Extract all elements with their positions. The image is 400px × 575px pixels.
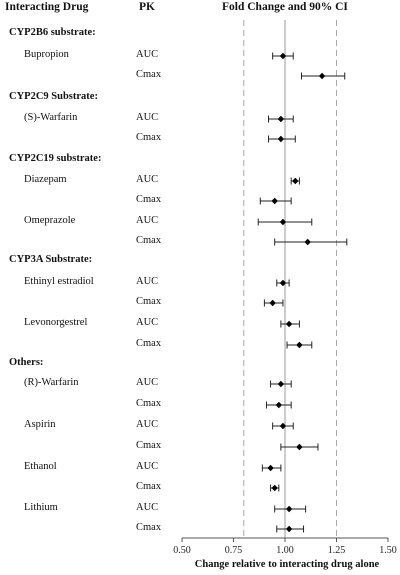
point-estimate bbox=[267, 464, 274, 472]
drug-label: Diazepam bbox=[24, 174, 67, 185]
x-axis-label: Change relative to interacting drug alon… bbox=[194, 559, 380, 570]
x-tick-label: 1.50 bbox=[379, 545, 397, 556]
group-label: CYP2C19 substrate: bbox=[9, 153, 102, 164]
pk-label: Cmax bbox=[136, 338, 162, 349]
point-estimate bbox=[285, 505, 293, 513]
point-estimate bbox=[271, 197, 278, 205]
pk-label: Cmax bbox=[136, 69, 162, 80]
pk-label: Cmax bbox=[136, 132, 162, 143]
pk-label: Cmax bbox=[136, 235, 162, 246]
point-estimate bbox=[271, 484, 278, 492]
drug-label: (R)-Warfarin bbox=[24, 377, 79, 388]
drug-label: Bupropion bbox=[24, 49, 69, 60]
point-estimate bbox=[279, 422, 287, 430]
point-estimate bbox=[279, 52, 287, 60]
pk-label: Cmax bbox=[136, 194, 162, 205]
x-tick-label: 0.50 bbox=[173, 545, 191, 556]
point-estimate bbox=[285, 320, 293, 328]
point-estimate bbox=[296, 341, 303, 349]
drug-label: Aspirin bbox=[24, 419, 56, 430]
x-tick-label: 1.00 bbox=[276, 545, 294, 556]
drug-label: Levonorgestrel bbox=[24, 317, 88, 328]
point-estimate bbox=[285, 525, 293, 533]
x-tick-label: 0.75 bbox=[225, 545, 243, 556]
point-estimate bbox=[292, 177, 299, 185]
point-estimate bbox=[304, 238, 311, 246]
pk-label: AUC bbox=[136, 502, 159, 513]
drug-label: Lithium bbox=[24, 502, 58, 513]
header-pk: PK bbox=[139, 1, 155, 13]
x-tick-label: 1.25 bbox=[328, 545, 346, 556]
pk-label: AUC bbox=[136, 419, 159, 430]
pk-label: Cmax bbox=[136, 296, 162, 307]
pk-label: Cmax bbox=[136, 481, 162, 492]
pk-label: Cmax bbox=[136, 440, 162, 451]
pk-label: AUC bbox=[136, 377, 159, 388]
drug-label: (S)-Warfarin bbox=[24, 112, 78, 123]
group-label: Others: bbox=[9, 357, 44, 368]
point-estimate bbox=[277, 115, 285, 123]
pk-label: AUC bbox=[136, 317, 159, 328]
point-estimate bbox=[275, 401, 283, 409]
pk-label: AUC bbox=[136, 112, 159, 123]
group-label: CYP2C9 Substrate: bbox=[9, 91, 98, 102]
point-estimate bbox=[277, 380, 285, 388]
point-estimate bbox=[318, 72, 326, 80]
point-estimate bbox=[279, 279, 287, 287]
drug-label: Omeprazole bbox=[24, 215, 76, 226]
drug-label: Ethinyl estradiol bbox=[24, 276, 94, 287]
pk-label: AUC bbox=[136, 461, 159, 472]
pk-label: AUC bbox=[136, 174, 159, 185]
drug-label: Ethanol bbox=[24, 461, 57, 472]
pk-label: Cmax bbox=[136, 398, 162, 409]
point-estimate bbox=[269, 299, 276, 307]
pk-label: AUC bbox=[136, 276, 159, 287]
pk-label: AUC bbox=[136, 49, 159, 60]
pk-label: Cmax bbox=[136, 522, 162, 533]
pk-label: AUC bbox=[136, 215, 159, 226]
header-interacting-drug: Interacting Drug bbox=[5, 1, 89, 13]
group-label: CYP2B6 substrate: bbox=[9, 27, 96, 38]
header-fold-change-ci: Fold Change and 90% CI bbox=[222, 1, 348, 13]
point-estimate bbox=[296, 443, 303, 451]
group-label: CYP3A Substrate: bbox=[9, 254, 93, 265]
point-estimate bbox=[277, 135, 285, 143]
point-estimate bbox=[279, 218, 287, 226]
